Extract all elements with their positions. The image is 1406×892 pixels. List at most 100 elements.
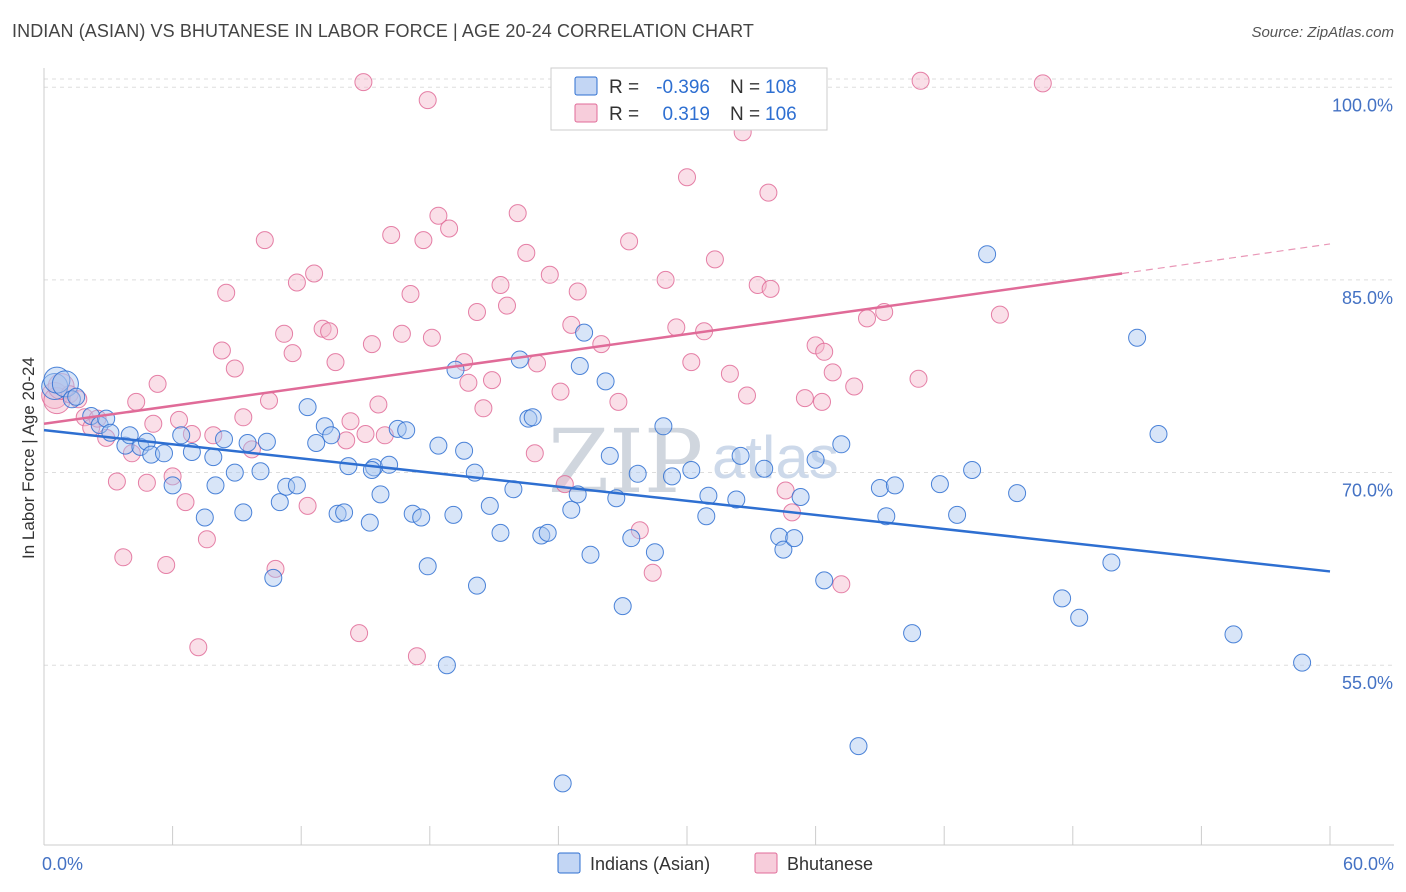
indians-asian-point	[596, 372, 615, 391]
bhutanese-point	[369, 395, 388, 414]
bhutanese-point	[459, 373, 478, 392]
bhutanese-point	[298, 496, 317, 515]
indians-asian-point	[206, 476, 225, 495]
bhutanese-point	[776, 481, 795, 500]
indians-asian-point	[234, 503, 253, 522]
bhutanese-point	[392, 324, 411, 343]
indians-asian-point	[815, 571, 834, 590]
indians-asian-point	[328, 504, 347, 523]
indians-asian-point	[412, 508, 431, 527]
legend-n-label-pink: N =	[730, 104, 760, 125]
bhutanese-point	[678, 168, 696, 187]
indians-asian-point	[172, 426, 191, 445]
bhutanese-point	[275, 324, 294, 343]
indians-asian-point	[1102, 553, 1121, 572]
bhutanese-point	[551, 382, 570, 401]
chart-title: INDIAN (ASIAN) VS BHUTANESE IN LABOR FOR…	[12, 21, 755, 41]
bhutanese-point	[114, 548, 133, 567]
series-legend-swatch-blue	[557, 852, 581, 874]
indians-asian-point	[538, 523, 557, 542]
bhutanese-point	[418, 91, 437, 110]
bhutanese-point	[525, 444, 544, 463]
indians-asian-point	[1224, 625, 1243, 644]
bhutanese-point	[217, 283, 236, 302]
indians-asian-point	[67, 387, 86, 406]
series-legend: Indians (Asian) Bhutanese	[557, 852, 873, 874]
indians-asian-point	[870, 479, 889, 497]
bhutanese-point	[204, 426, 223, 445]
bhutanese-point	[137, 473, 156, 492]
indians-asian-point	[322, 426, 341, 445]
gridlines	[44, 78, 1394, 666]
indians-asian-point	[613, 597, 632, 616]
indians-asian-point	[849, 737, 868, 756]
indians-asian-point	[832, 435, 851, 454]
bhutanese-point	[407, 647, 426, 666]
legend-r-label-pink: R =	[609, 104, 639, 125]
bhutanese-point	[234, 408, 253, 427]
indians-asian-point	[251, 462, 270, 481]
indians-asian-point	[397, 421, 416, 440]
bhutanese-point	[761, 279, 780, 298]
indians-asian-point	[163, 476, 182, 495]
indians-asian-point	[155, 444, 173, 463]
indians-asian-point	[257, 432, 276, 451]
bhutanese-point	[337, 431, 356, 450]
indians-asian-point	[362, 461, 381, 479]
indians-asian-point	[581, 545, 600, 564]
indians-asian-point	[298, 398, 317, 417]
bhutanese-trend-line-extension	[1122, 243, 1331, 275]
indians-asian-point	[727, 490, 746, 509]
indians-asian-point	[437, 656, 456, 675]
bhutanese-point	[440, 219, 459, 238]
bhutanese-trend-line	[43, 272, 1123, 425]
indians-asian-point	[480, 496, 499, 515]
series-legend-label-bhutanese: Bhutanese	[787, 854, 873, 874]
legend-n-value-pink: 106	[765, 104, 797, 125]
bhutanese-point	[911, 71, 930, 90]
indians-asian-point	[697, 507, 716, 526]
indians-asian-point	[444, 505, 463, 524]
indians-asian-point	[264, 568, 283, 587]
indians-asian-point	[287, 476, 306, 495]
indians-asian-point	[978, 245, 997, 264]
bhutanese-point	[528, 354, 546, 373]
indians-asian-point	[562, 500, 581, 519]
bhutanese-point	[517, 243, 536, 262]
bhutanese-point	[609, 392, 628, 411]
bhutanese-point	[414, 231, 433, 250]
bhutanese-point	[341, 412, 360, 431]
indians-asian-point	[270, 493, 289, 512]
bhutanese-point	[620, 232, 639, 251]
trend-lines	[43, 243, 1331, 573]
bhutanese-point	[1033, 74, 1052, 93]
bhutanese-point	[320, 322, 339, 341]
y-tick-label: 85.0%	[1342, 288, 1393, 308]
watermark: ZIP atlas	[548, 410, 839, 513]
bhutanese-point	[127, 392, 146, 411]
indians-asian-point	[774, 540, 793, 559]
indians-asian-points	[41, 245, 1312, 793]
indians-asian-point	[371, 485, 390, 504]
bhutanese-point	[705, 250, 724, 269]
indians-asian-point	[1128, 328, 1147, 347]
indians-asian-point	[600, 446, 619, 465]
x-axis-ticks	[43, 826, 1331, 845]
bhutanese-point	[568, 282, 587, 301]
indians-asian-point	[755, 459, 774, 478]
indians-asian-point	[491, 523, 510, 542]
indians-asian-point	[1008, 484, 1027, 503]
bhutanese-point	[283, 344, 302, 363]
indians-asian-point	[628, 464, 647, 483]
y-tick-label: 55.0%	[1342, 673, 1393, 693]
indians-asian-point	[663, 467, 681, 486]
indians-asian-point	[455, 441, 474, 460]
bhutanese-point	[382, 226, 401, 244]
indians-asian-point	[380, 455, 399, 474]
bhutanese-point	[823, 363, 842, 382]
indians-asian-point	[654, 417, 673, 436]
indians-asian-point	[877, 507, 896, 526]
bhutanese-point	[468, 303, 486, 321]
bhutanese-point	[795, 389, 814, 408]
